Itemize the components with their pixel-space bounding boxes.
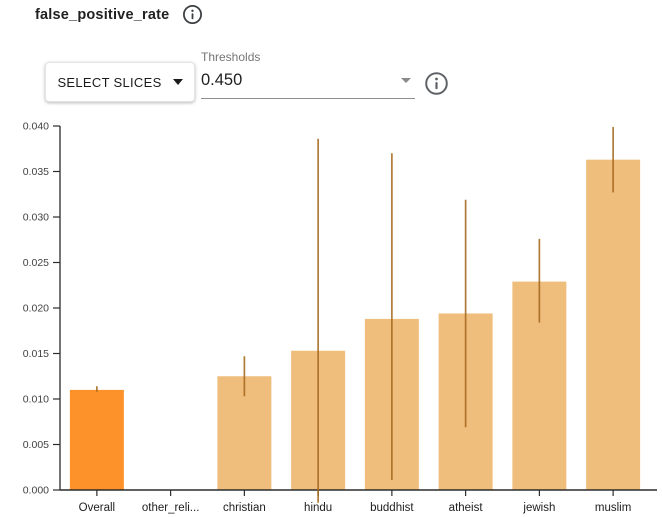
select-slices-label: SELECT SLICES: [57, 74, 162, 90]
x-label-muslim: muslim: [595, 502, 631, 514]
thresholds-label: Thresholds: [201, 50, 261, 64]
thresholds-info-icon[interactable]: [424, 71, 449, 96]
metric-header: false_positive_rate: [35, 4, 203, 25]
x-label-Overall: Overall: [79, 502, 115, 514]
y-tick-label: 0.005: [23, 439, 49, 451]
dropdown-caret-icon: [401, 77, 411, 83]
x-label-other_reli...: other_reli...: [142, 502, 200, 514]
y-tick-label: 0.000: [23, 485, 49, 497]
thresholds-value: 0.450: [201, 70, 243, 89]
x-label-atheist: atheist: [449, 502, 484, 514]
y-tick-label: 0.035: [23, 166, 49, 178]
caret-down-icon: [172, 79, 183, 85]
x-label-jewish: jewish: [522, 502, 555, 514]
y-tick-label: 0.015: [23, 348, 49, 360]
bar-Overall[interactable]: [69, 389, 124, 490]
y-tick-label: 0.020: [23, 303, 49, 315]
x-label-christian: christian: [223, 502, 266, 514]
y-tick-label: 0.025: [23, 257, 49, 269]
thresholds-dropdown[interactable]: Thresholds 0.450: [201, 50, 415, 99]
thresholds-value-row: 0.450: [201, 64, 415, 99]
metric-info-icon[interactable]: [182, 4, 203, 25]
metric-title: false_positive_rate: [35, 6, 170, 23]
x-label-buddhist: buddhist: [370, 502, 414, 514]
y-tick-label: 0.040: [23, 121, 49, 133]
bar-chart[interactable]: 0.000 0.005 0.010 0.015 0.020 0.025 0.030 0.035…: [0, 110, 662, 517]
select-slices-button[interactable]: SELECT SLICES: [45, 62, 195, 102]
x-label-hindu: hindu: [304, 502, 332, 514]
y-tick-label: 0.030: [23, 212, 49, 224]
y-tick-label: 0.010: [23, 394, 49, 406]
bar-muslim[interactable]: [586, 159, 641, 491]
